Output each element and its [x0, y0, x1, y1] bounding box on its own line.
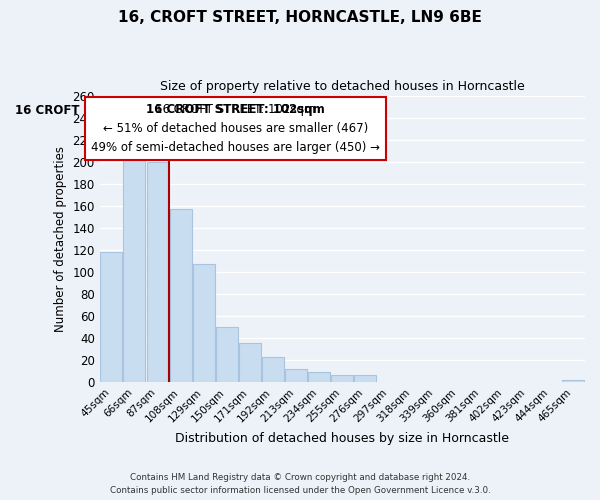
- Bar: [562, 380, 584, 382]
- Bar: [308, 372, 330, 382]
- Bar: [355, 376, 376, 382]
- Bar: [146, 162, 169, 382]
- Title: Size of property relative to detached houses in Horncastle: Size of property relative to detached ho…: [160, 80, 525, 93]
- Bar: [124, 154, 145, 382]
- Text: Contains HM Land Registry data © Crown copyright and database right 2024.
Contai: Contains HM Land Registry data © Crown c…: [110, 474, 490, 495]
- Bar: [170, 209, 191, 382]
- Bar: [216, 327, 238, 382]
- Text: 16 CROFT STREET: 102sqm
← 51% of detached houses are smaller (467)
49% of semi-d: 16 CROFT STREET: 102sqm ← 51% of detache…: [91, 102, 380, 154]
- Text: 16 CROFT STREET: 102sqm: 16 CROFT STREET: 102sqm: [15, 104, 194, 117]
- Bar: [285, 368, 307, 382]
- Bar: [100, 252, 122, 382]
- Bar: [331, 376, 353, 382]
- Y-axis label: Number of detached properties: Number of detached properties: [54, 146, 67, 332]
- Bar: [262, 356, 284, 382]
- Bar: [193, 264, 215, 382]
- Text: 16, CROFT STREET, HORNCASTLE, LN9 6BE: 16, CROFT STREET, HORNCASTLE, LN9 6BE: [118, 10, 482, 25]
- Bar: [239, 344, 261, 382]
- Text: 16 CROFT STREET: 102sqm: 16 CROFT STREET: 102sqm: [146, 102, 325, 116]
- X-axis label: Distribution of detached houses by size in Horncastle: Distribution of detached houses by size …: [175, 432, 509, 445]
